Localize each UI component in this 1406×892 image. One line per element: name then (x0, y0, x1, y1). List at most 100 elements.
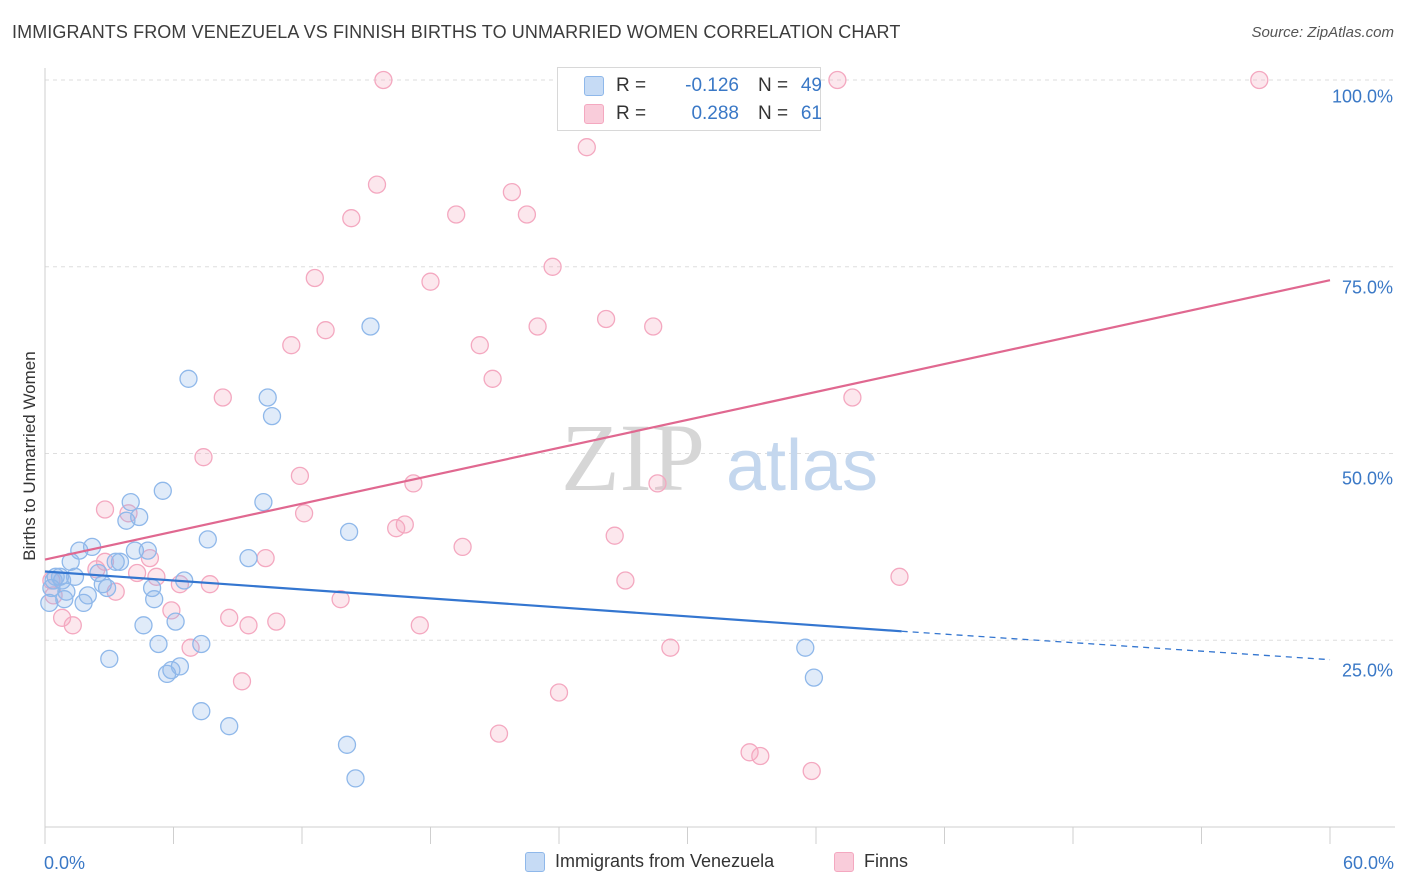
point-finns (294, 504, 314, 523)
point-venezuela (149, 634, 168, 654)
point-finns (213, 388, 232, 407)
point-finns (802, 761, 821, 781)
legend-swatch-blue (525, 851, 545, 872)
point-venezuela (179, 369, 198, 388)
point-venezuela (110, 552, 130, 571)
point-venezuela (65, 567, 85, 586)
point-finns (256, 548, 275, 568)
legend-r-value: -0.126 (685, 75, 739, 96)
point-venezuela (82, 537, 102, 557)
point-finns (95, 552, 115, 571)
legend-item-venezuela[interactable]: Immigrants from Venezuela (525, 851, 774, 872)
point-finns (502, 182, 522, 202)
point-finns (305, 268, 324, 288)
trendline-finns (44, 279, 1331, 561)
point-venezuela (125, 541, 145, 560)
point-finns (483, 369, 502, 388)
point-venezuela (78, 586, 97, 605)
legend-swatch-pink (834, 851, 854, 872)
x-tick-label-max: 60.0% (1342, 853, 1394, 873)
point-venezuela (254, 492, 273, 512)
point-finns (751, 746, 770, 766)
point-finns (147, 567, 166, 586)
legend-n-label: N = (758, 103, 789, 124)
point-finns (342, 209, 361, 228)
point-venezuela (337, 735, 357, 754)
point-finns (740, 743, 759, 762)
trendline-venezuela-extension (901, 630, 1331, 661)
point-finns (63, 616, 82, 635)
point-venezuela (100, 649, 119, 669)
point-finns (1250, 70, 1269, 90)
legend-swatch-pink (584, 104, 604, 124)
point-finns (596, 309, 616, 329)
point-finns (239, 616, 258, 635)
series-legend: Immigrants from Venezuela Finns (0, 851, 1406, 879)
point-venezuela (262, 406, 282, 426)
point-finns (181, 638, 200, 657)
point-finns (282, 336, 301, 355)
point-finns (410, 616, 429, 635)
point-finns (331, 590, 350, 609)
point-finns (290, 466, 310, 486)
source-credit: Source: ZipAtlas.com (1251, 24, 1394, 41)
point-finns (95, 500, 115, 519)
point-finns (162, 601, 181, 620)
y-tick-label: 25.0% (1341, 660, 1393, 681)
point-finns (605, 526, 624, 545)
point-finns (220, 608, 239, 627)
legend-n-value: 61 (800, 103, 822, 124)
point-venezuela (339, 522, 359, 542)
point-finns (119, 504, 138, 523)
point-finns (267, 612, 286, 631)
point-finns (316, 321, 335, 340)
y-tick-label: 50.0% (1341, 468, 1393, 489)
point-venezuela (170, 657, 190, 676)
point-finns (140, 548, 160, 568)
point-venezuela (40, 593, 59, 613)
point-venezuela (138, 541, 157, 560)
point-finns (470, 336, 489, 355)
point-finns (543, 257, 562, 276)
point-finns (616, 571, 635, 590)
legend-n-value: 49 (800, 75, 822, 96)
point-venezuela (166, 612, 185, 631)
point-venezuela (258, 388, 277, 407)
point-venezuela (804, 668, 824, 687)
point-finns (395, 515, 414, 534)
legend-item-label: Immigrants from Venezuela (555, 851, 775, 871)
point-finns (828, 70, 847, 90)
point-finns (447, 205, 466, 224)
point-venezuela (220, 717, 239, 736)
point-finns (194, 448, 213, 467)
chart-title: IMMIGRANTS FROM VENEZUELA VS FINNISH BIR… (12, 22, 901, 42)
point-venezuela (106, 552, 125, 571)
legend-item-finns[interactable]: Finns (834, 851, 908, 872)
point-finns (648, 474, 667, 493)
point-finns (421, 272, 440, 291)
point-finns (843, 388, 862, 407)
point-venezuela (239, 548, 258, 568)
point-venezuela (55, 590, 74, 609)
legend-swatch-blue (584, 76, 604, 96)
point-venezuela (89, 563, 108, 583)
watermark: ZIP atlas (561, 404, 878, 511)
point-finns (577, 138, 596, 157)
point-venezuela (198, 530, 217, 549)
legend-r-value: 0.288 (691, 103, 739, 124)
point-finns (232, 672, 252, 691)
legend-item-label: Finns (864, 851, 909, 871)
point-venezuela (192, 702, 211, 721)
point-finns (661, 638, 680, 657)
point-finns (549, 683, 569, 702)
point-finns (367, 175, 387, 194)
point-finns (644, 317, 663, 336)
point-venezuela (153, 481, 172, 500)
point-venezuela (796, 638, 815, 657)
point-finns (517, 205, 537, 224)
point-venezuela (361, 317, 380, 336)
point-finns (453, 537, 472, 557)
point-venezuela (134, 616, 153, 635)
y-tick-label: 75.0% (1341, 277, 1393, 298)
point-finns (489, 724, 509, 743)
